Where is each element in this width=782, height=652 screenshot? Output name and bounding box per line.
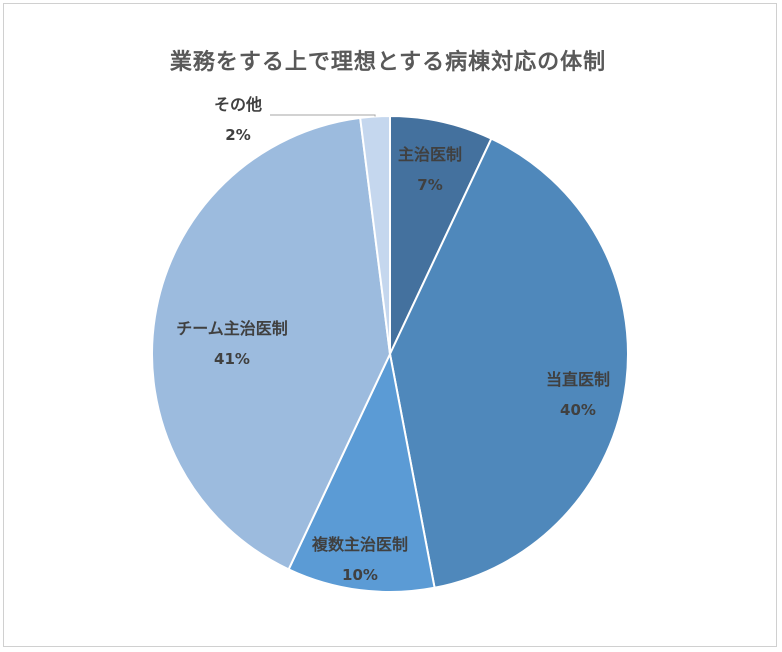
- pie-slice-2: [388, 137, 629, 589]
- pie-slices: [151, 114, 629, 593]
- slice-label-value: 40%: [560, 401, 596, 419]
- pie-slice-3: [287, 350, 436, 593]
- slice-label-name: その他: [214, 95, 262, 114]
- pie-slice-4: [151, 116, 392, 571]
- slice-label-value: 7%: [417, 176, 442, 194]
- slice-label-value: 41%: [214, 350, 250, 368]
- slice-label-name: 主治医制: [398, 145, 462, 164]
- slice-label-name: チーム主治医制: [176, 319, 288, 338]
- pie-slice-5: [359, 114, 391, 355]
- chart-title: 業務をする上で理想とする病棟対応の体制: [169, 50, 607, 75]
- slice-label-value: 10%: [342, 566, 378, 584]
- pie-slice-1: [389, 114, 493, 355]
- slice-label-name: 複数主治医制: [311, 535, 408, 554]
- slice-label-name: 当直医制: [546, 370, 610, 389]
- leader-line: [270, 114, 376, 117]
- slice-label-value: 2%: [225, 126, 250, 144]
- pie-labels: 主治医制 7% 当直医制 40% 複数主治医制 10% チーム主治医制 41% その他 2%: [176, 95, 610, 584]
